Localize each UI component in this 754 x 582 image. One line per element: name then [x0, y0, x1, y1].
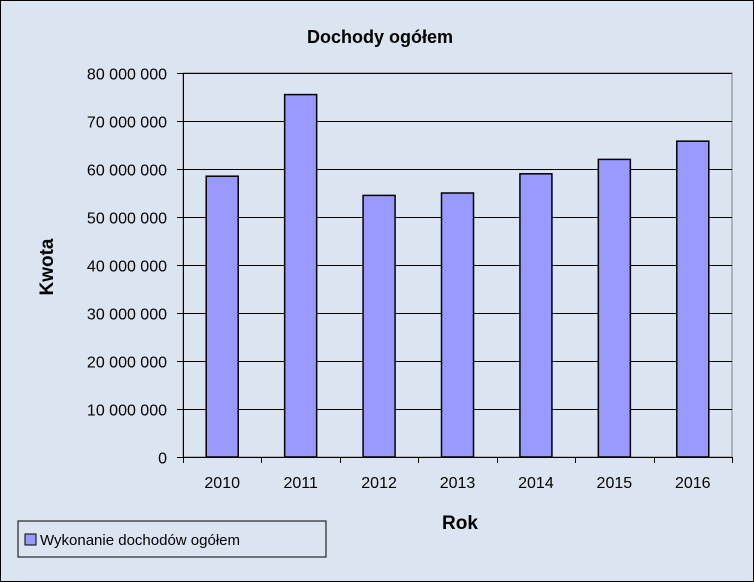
y-tick-label: 50 000 000 [87, 211, 167, 228]
x-axis-title: Rok [442, 513, 478, 534]
y-tick-labels: 0 10 000 000 20 000 000 30 000 000 40 000 00… [87, 67, 167, 468]
bar [676, 140, 710, 458]
y-axis-title: Kwota [37, 238, 58, 295]
legend-box [17, 520, 327, 558]
x-tick-label: 2011 [283, 475, 318, 492]
bar [362, 194, 396, 458]
bar [283, 93, 318, 458]
bar [440, 192, 475, 458]
y-tick-label: 70 000 000 [87, 115, 167, 132]
x-tick-label: 2012 [361, 475, 397, 492]
x-tick-label: 2013 [440, 475, 476, 492]
y-tick-label: 60 000 000 [87, 163, 167, 180]
x-tick-labels: 2010 2011 2012 2013 2014 2015 2016 [204, 475, 710, 492]
y-tick-label: 30 000 000 [87, 307, 167, 324]
y-tick-label: 10 000 000 [87, 403, 167, 420]
bar [519, 173, 553, 458]
x-tick-label: 2016 [675, 475, 711, 492]
bar [597, 158, 632, 458]
x-tick-label: 2010 [204, 475, 240, 492]
legend-swatch [24, 533, 37, 546]
legend: Wykonanie dochodów ogółem [17, 520, 327, 558]
x-tick-label: 2014 [518, 475, 554, 492]
chart-title: Dochody ogółem [307, 27, 453, 47]
y-tick-label: 40 000 000 [87, 259, 167, 276]
y-tick-label: 0 [158, 451, 167, 468]
y-tick-label: 80 000 000 [87, 67, 167, 84]
bars [205, 93, 710, 458]
y-tick-label: 20 000 000 [87, 355, 167, 372]
legend-label: Wykonanie dochodów ogółem [40, 532, 240, 549]
bar [205, 175, 239, 458]
x-tick-label: 2015 [597, 475, 633, 492]
